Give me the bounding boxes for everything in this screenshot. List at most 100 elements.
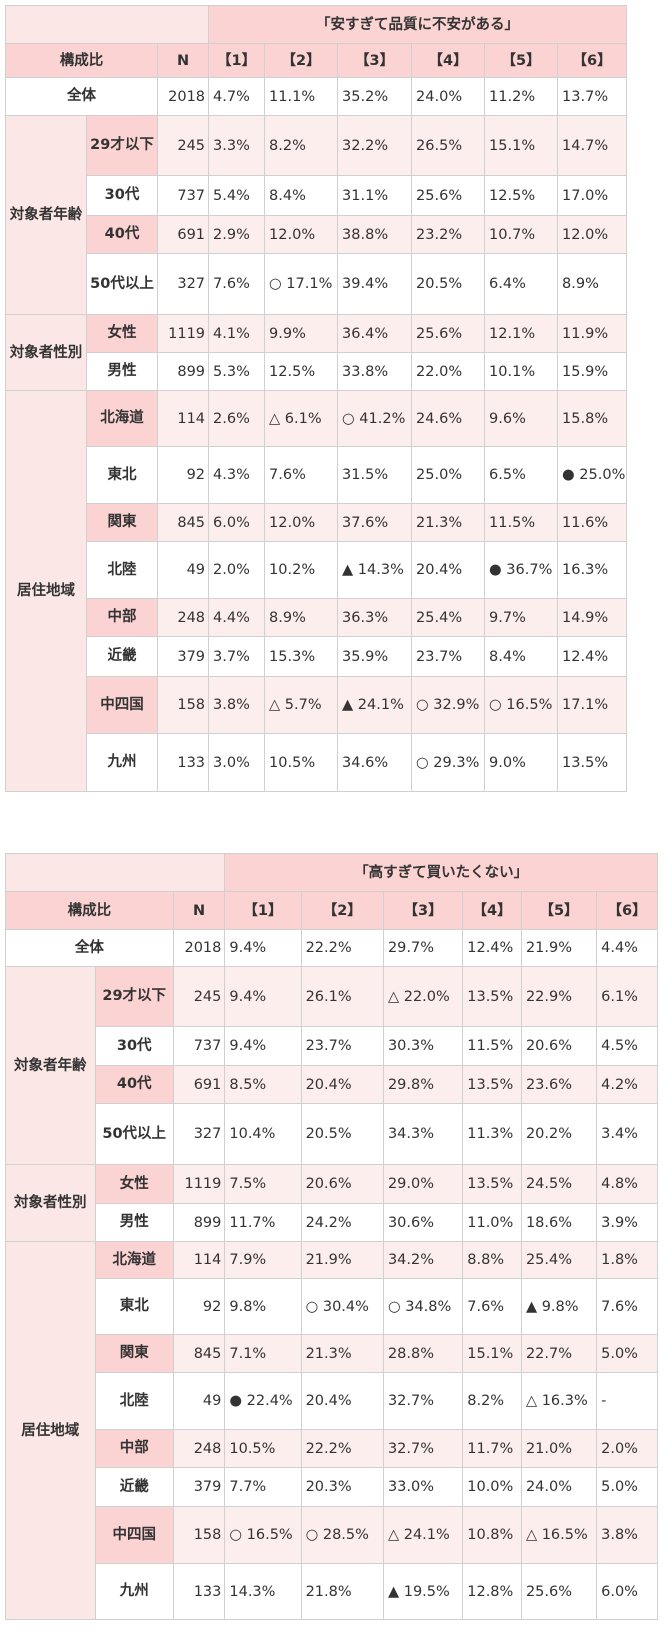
table-row: 対象者性別 女性 1119 4.1% 9.9% 36.4% 25.6% 12.1… bbox=[5, 314, 628, 391]
row-label: 50代以上 bbox=[94, 1103, 174, 1165]
value-cell: 32.7% bbox=[382, 1372, 464, 1430]
value-cell: 25.4% bbox=[520, 1241, 598, 1279]
value-cell: 8.8% bbox=[462, 1241, 522, 1279]
value-cell: 20.4% bbox=[300, 1372, 384, 1430]
value-cell: 20.5% bbox=[300, 1103, 384, 1165]
value-cell: 26.1% bbox=[300, 966, 384, 1027]
table-row: 九州 133 14.3% 21.8% ▲ 19.5% 12.8% 25.6% 6… bbox=[6, 1563, 658, 1620]
value-cell: 8.9% bbox=[557, 253, 628, 315]
value-cell: 31.5% bbox=[337, 446, 413, 504]
value-cell: 5.4% bbox=[208, 175, 266, 216]
header-cell: 【5】 bbox=[520, 891, 598, 930]
value-cell: 10.7% bbox=[484, 215, 559, 254]
value-cell: 10.5% bbox=[264, 733, 339, 792]
value-cell: ● 25.0% bbox=[557, 446, 628, 504]
value-cell: 12.5% bbox=[264, 352, 339, 391]
row-label: 30代 bbox=[94, 1026, 174, 1066]
value-cell: 8.4% bbox=[484, 636, 559, 677]
value-cell: 10.4% bbox=[224, 1103, 302, 1165]
value-cell: 15.8% bbox=[557, 390, 628, 447]
value-cell: 2.9% bbox=[208, 215, 266, 254]
value-cell: 35.2% bbox=[337, 77, 413, 116]
value-cell: 32.7% bbox=[382, 1429, 464, 1468]
value-cell: 8.5% bbox=[224, 1065, 302, 1104]
value-cell: 4.5% bbox=[596, 1026, 658, 1066]
value-cell: 4.1% bbox=[208, 314, 266, 353]
row-label: 近畿 bbox=[86, 636, 158, 677]
value-cell: 21.0% bbox=[520, 1429, 598, 1468]
value-cell: ○ 17.1% bbox=[264, 253, 339, 315]
value-cell: 13.7% bbox=[557, 77, 628, 116]
value-cell: 22.7% bbox=[520, 1334, 598, 1373]
value-cell: 7.6% bbox=[208, 253, 266, 315]
value-cell: ○ 32.9% bbox=[411, 676, 486, 734]
value-cell: △ 16.3% bbox=[520, 1372, 598, 1430]
value-cell: ○ 41.2% bbox=[337, 390, 413, 447]
value-cell: 26.5% bbox=[411, 115, 486, 176]
header-cell: 【3】 bbox=[337, 43, 413, 78]
value-cell: 15.1% bbox=[462, 1334, 522, 1373]
n-cell: 49 bbox=[172, 1372, 226, 1430]
value-cell: 35.9% bbox=[337, 636, 413, 677]
value-cell: 21.8% bbox=[300, 1563, 384, 1620]
row-label: 中四国 bbox=[94, 1506, 174, 1564]
table-row: 全体 2018 4.7% 11.1% 35.2% 24.0% 11.2% 13.… bbox=[5, 77, 628, 116]
n-cell: 49 bbox=[156, 541, 210, 599]
value-cell: 6.0% bbox=[596, 1563, 658, 1620]
table-title: 「高すぎて買いたくない」 bbox=[224, 853, 658, 892]
value-cell: 34.6% bbox=[337, 733, 413, 792]
value-cell: 11.5% bbox=[484, 503, 559, 542]
value-cell: 25.0% bbox=[411, 446, 486, 504]
value-cell: 38.8% bbox=[337, 215, 413, 254]
value-cell: 25.4% bbox=[411, 598, 486, 637]
value-cell: 36.3% bbox=[337, 598, 413, 637]
value-cell: 9.6% bbox=[484, 390, 559, 447]
n-cell: 379 bbox=[172, 1467, 226, 1507]
value-cell: 39.4% bbox=[337, 253, 413, 315]
table-row: 対象者性別 女性 1119 7.5% 20.6% 29.0% 13.5% 24.… bbox=[5, 1164, 658, 1242]
value-cell: 34.2% bbox=[382, 1241, 464, 1279]
value-cell: 20.5% bbox=[411, 253, 486, 315]
header-cell: 【3】 bbox=[382, 891, 464, 930]
value-cell: 23.2% bbox=[411, 215, 486, 254]
value-cell: 24.0% bbox=[411, 77, 486, 116]
value-cell: 4.3% bbox=[208, 446, 266, 504]
value-cell: 15.1% bbox=[484, 115, 559, 176]
row-label: 女性 bbox=[94, 1164, 174, 1204]
value-cell: 9.0% bbox=[484, 733, 559, 792]
table-row: 40代 691 8.5% 20.4% 29.8% 13.5% 23.6% 4.2… bbox=[6, 1065, 658, 1104]
title-row: 「高すぎて買いたくない」 bbox=[4, 853, 658, 892]
value-cell: △ 16.5% bbox=[520, 1506, 598, 1564]
value-cell: 7.9% bbox=[224, 1241, 302, 1279]
row-label: 北陸 bbox=[86, 541, 158, 599]
table-row: 関東 845 7.1% 21.3% 28.8% 15.1% 22.7% 5.0% bbox=[6, 1334, 658, 1373]
value-cell: 23.7% bbox=[411, 636, 486, 677]
header-cell: 構成比 bbox=[5, 891, 174, 930]
n-cell: 2018 bbox=[172, 929, 226, 967]
table-row: 中四国 158 ○ 16.5% ○ 28.5% △ 24.1% 10.8% △ … bbox=[6, 1506, 658, 1564]
group-label: 対象者性別 bbox=[5, 314, 87, 391]
table-row: 近畿 379 3.7% 15.3% 35.9% 23.7% 8.4% 12.4% bbox=[6, 636, 628, 677]
value-cell: 11.7% bbox=[462, 1429, 522, 1468]
value-cell: 22.9% bbox=[520, 966, 598, 1027]
n-cell: 379 bbox=[156, 636, 210, 677]
value-cell: 9.4% bbox=[224, 929, 302, 967]
table-row: 中四国 158 3.8% △ 5.7% ▲ 24.1% ○ 32.9% ○ 16… bbox=[6, 676, 628, 734]
value-cell: 12.1% bbox=[484, 314, 559, 353]
header-cell: 【5】 bbox=[484, 43, 559, 78]
table-row: 対象者年齢 29才以下 245 9.4% 26.1% △ 22.0% 13.5%… bbox=[5, 966, 658, 1165]
table-title: 「安すぎて品質に不安がある」 bbox=[208, 5, 628, 44]
value-cell: 11.1% bbox=[264, 77, 339, 116]
table-row: 40代 691 2.9% 12.0% 38.8% 23.2% 10.7% 12.… bbox=[6, 215, 628, 254]
value-cell: 30.3% bbox=[382, 1026, 464, 1066]
n-cell: 245 bbox=[156, 115, 210, 176]
value-cell: 13.5% bbox=[557, 733, 628, 792]
value-cell: 11.0% bbox=[462, 1203, 522, 1242]
value-cell: 34.3% bbox=[382, 1103, 464, 1165]
value-cell: ○ 16.5% bbox=[484, 676, 559, 734]
row-label: 男性 bbox=[94, 1203, 174, 1242]
table-row: 50代以上 327 10.4% 20.5% 34.3% 11.3% 20.2% … bbox=[6, 1103, 658, 1165]
n-cell: 133 bbox=[172, 1563, 226, 1620]
value-cell: △ 22.0% bbox=[382, 966, 464, 1027]
n-cell: 158 bbox=[172, 1506, 226, 1564]
